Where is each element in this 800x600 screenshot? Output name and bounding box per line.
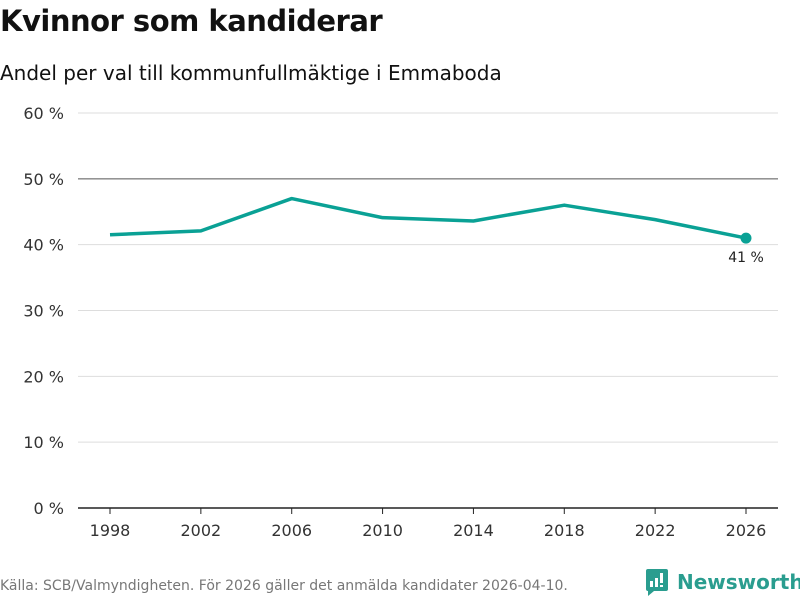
x-tick-label: 2014 [453, 521, 494, 540]
x-tick-label: 2022 [635, 521, 676, 540]
x-tick-label: 2026 [726, 521, 767, 540]
x-tick-label: 2018 [544, 521, 585, 540]
data-label: 41 % [728, 250, 764, 266]
newsworthy-logo: Newsworthy [645, 568, 800, 596]
x-tick-label: 1998 [90, 521, 131, 540]
y-tick-label: 60 % [23, 104, 64, 123]
y-tick-label: 20 % [23, 367, 64, 386]
y-tick-label: 0 % [34, 499, 64, 518]
newsworthy-logo-icon [646, 569, 668, 596]
x-tick-label: 2010 [362, 521, 403, 540]
series-line [109, 196, 747, 240]
y-tick-label: 30 % [23, 302, 64, 321]
last-data-point [740, 232, 752, 244]
brand-name: Newsworthy [677, 570, 800, 594]
chart-title: Kvinnor som kandiderar [0, 4, 383, 38]
x-tick-label: 2002 [180, 521, 221, 540]
y-tick-label: 40 % [23, 236, 64, 255]
source-note: Källa: SCB/Valmyndigheten. För 2026 gäll… [0, 578, 568, 594]
x-tick-label: 2006 [271, 521, 312, 540]
y-tick-label: 10 % [23, 433, 64, 452]
y-tick-label: 50 % [23, 170, 64, 189]
chart-subtitle: Andel per val till kommunfullmäktige i E… [0, 61, 502, 85]
